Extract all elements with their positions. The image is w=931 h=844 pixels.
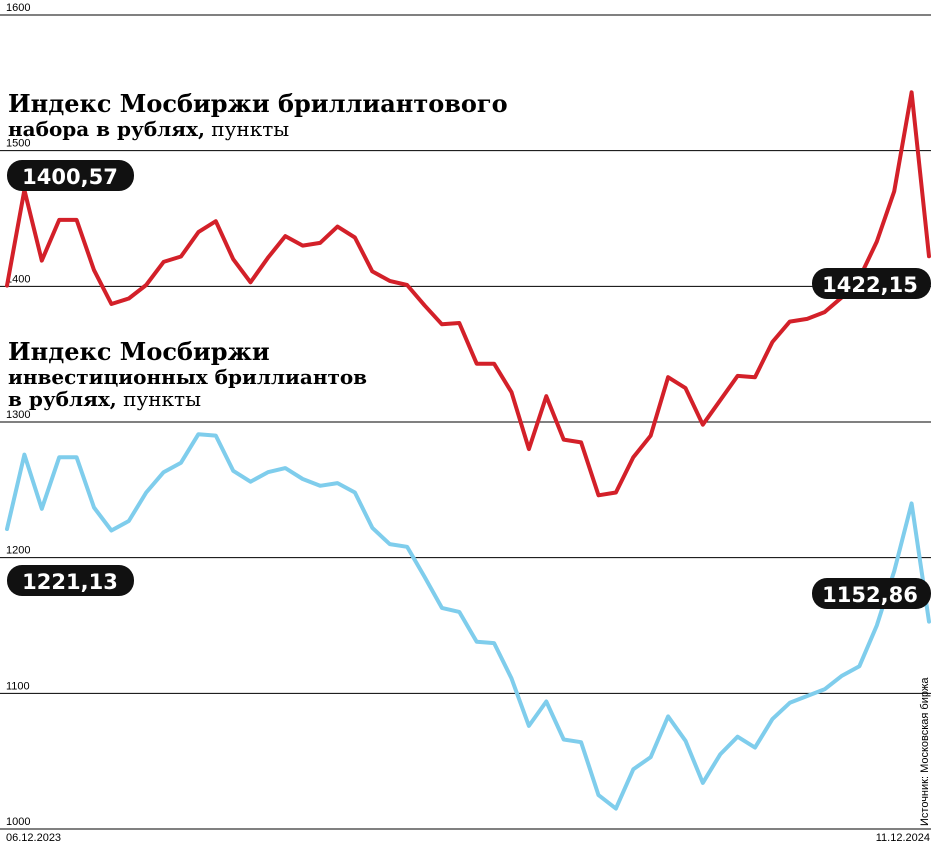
series-title-brilliant-line2-rest: пункты bbox=[205, 117, 289, 141]
x-start-label: 06.12.2023 bbox=[6, 832, 61, 844]
badge-investment-end: 1152,86 bbox=[812, 578, 931, 609]
y-tick-label-1400: 1400 bbox=[6, 273, 30, 285]
badge-brilliant-end-bg bbox=[812, 268, 931, 299]
series-title-brilliant-line1: Индекс Мосбиржи бриллиантового bbox=[8, 89, 508, 118]
series-title-investment-line3: в рублях, пункты bbox=[8, 387, 201, 411]
y-tick-label-1100: 1100 bbox=[6, 680, 30, 692]
badge-investment-start: 1221,13 bbox=[7, 565, 134, 596]
source-note: Источник: Московская биржа bbox=[919, 677, 931, 826]
badge-investment-end-bg bbox=[812, 578, 931, 609]
series-title-investment-line3-bold: в рублях, bbox=[8, 387, 117, 411]
series-title-investment: Индекс Мосбиржи инвестиционных бриллиант… bbox=[8, 337, 367, 411]
series-title-brilliant-line2: набора в рублях, пункты bbox=[8, 117, 289, 141]
badge-brilliant-start: 1400,57 bbox=[7, 160, 134, 191]
series-title-brilliant: Индекс Мосбиржи бриллиантового набора в … bbox=[8, 89, 508, 141]
y-tick-label-1200: 1200 bbox=[6, 545, 30, 557]
badge-investment-start-bg bbox=[7, 565, 134, 596]
series-line-brilliant bbox=[5, 90, 931, 498]
series-title-investment-line3-rest: пункты bbox=[117, 387, 201, 411]
series-line-investment bbox=[5, 432, 931, 811]
x-end-label: 11.12.2024 bbox=[876, 832, 930, 844]
y-tick-label-1600: 1600 bbox=[6, 2, 30, 14]
badge-brilliant-start-bg bbox=[7, 160, 134, 191]
series-title-investment-line1: Индекс Мосбиржи bbox=[8, 337, 270, 366]
series-lines bbox=[5, 90, 931, 811]
y-tick-label-1000: 1000 bbox=[6, 816, 30, 828]
badge-investment-end-label: 1152,86 bbox=[822, 583, 918, 607]
badge-brilliant-end-label: 1422,15 bbox=[822, 273, 918, 297]
y-tick-label-1500: 1500 bbox=[6, 138, 30, 150]
badge-investment-start-label: 1221,13 bbox=[22, 570, 118, 594]
series-title-investment-line2: инвестиционных бриллиантов bbox=[8, 365, 367, 389]
y-tick-label-1300: 1300 bbox=[6, 409, 30, 421]
series-title-brilliant-line2-bold: набора в рублях, bbox=[8, 117, 205, 141]
badge-brilliant-end: 1422,15 bbox=[812, 268, 931, 299]
badge-brilliant-start-label: 1400,57 bbox=[22, 165, 118, 189]
